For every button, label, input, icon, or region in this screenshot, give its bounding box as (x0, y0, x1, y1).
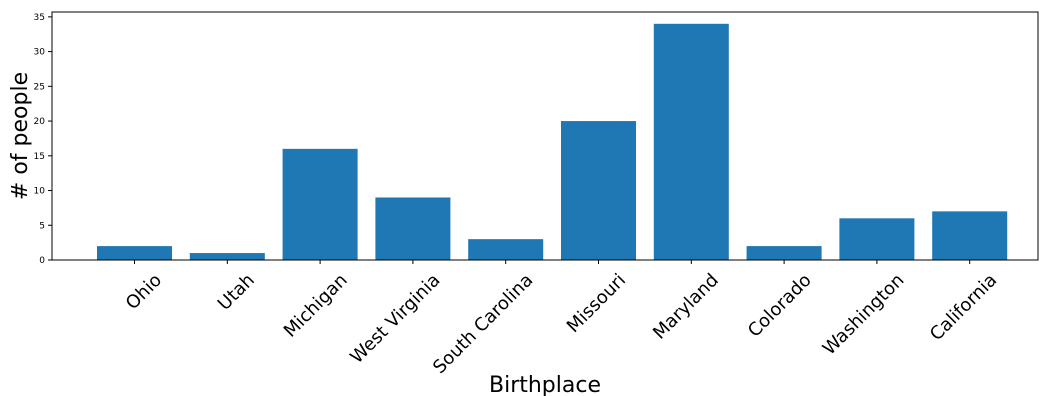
x-tick-label-california: California (926, 270, 1001, 345)
bar-south-carolina (468, 239, 544, 260)
bar-utah (189, 253, 265, 260)
x-tick-label-michigan: Michigan (280, 270, 352, 342)
bar-west-virginia (375, 197, 451, 260)
x-tick-label-west-virginia: West Virginia (346, 270, 444, 368)
y-tick-label: 0 (39, 256, 45, 266)
bar-washington (839, 218, 915, 260)
x-tick-label-utah: Utah (214, 270, 259, 315)
y-tick-label: 15 (34, 152, 45, 162)
y-tick-label: 25 (34, 82, 45, 92)
y-tick-label: 20 (34, 117, 46, 127)
x-axis-label: Birthplace (489, 373, 601, 396)
x-tick-label-maryland: Maryland (649, 270, 723, 344)
bar-ohio (97, 246, 172, 260)
x-tick-label-colorado: Colorado (744, 270, 816, 342)
bar-california (932, 211, 1008, 260)
y-tick-label: 35 (34, 13, 45, 23)
y-axis-ticks: 0 5 10 15 20 25 30 35 (34, 13, 52, 266)
plot-frame (51, 11, 1039, 261)
bar-maryland (653, 23, 729, 261)
x-tick-label-south-carolina: South Carolina (429, 270, 537, 378)
x-tick-label-ohio: Ohio (122, 270, 166, 314)
bar-missouri (561, 121, 636, 260)
bars-group (97, 23, 1008, 261)
bar-michigan (282, 148, 358, 260)
bar-colorado (746, 246, 822, 260)
y-tick-label: 10 (34, 187, 46, 197)
y-tick-label: 30 (34, 48, 46, 58)
y-tick-label: 5 (39, 221, 45, 231)
x-tick-label-washington: Washington (819, 270, 909, 360)
x-tick-label-missouri: Missouri (563, 270, 630, 337)
y-axis-label: # of people (8, 72, 33, 200)
